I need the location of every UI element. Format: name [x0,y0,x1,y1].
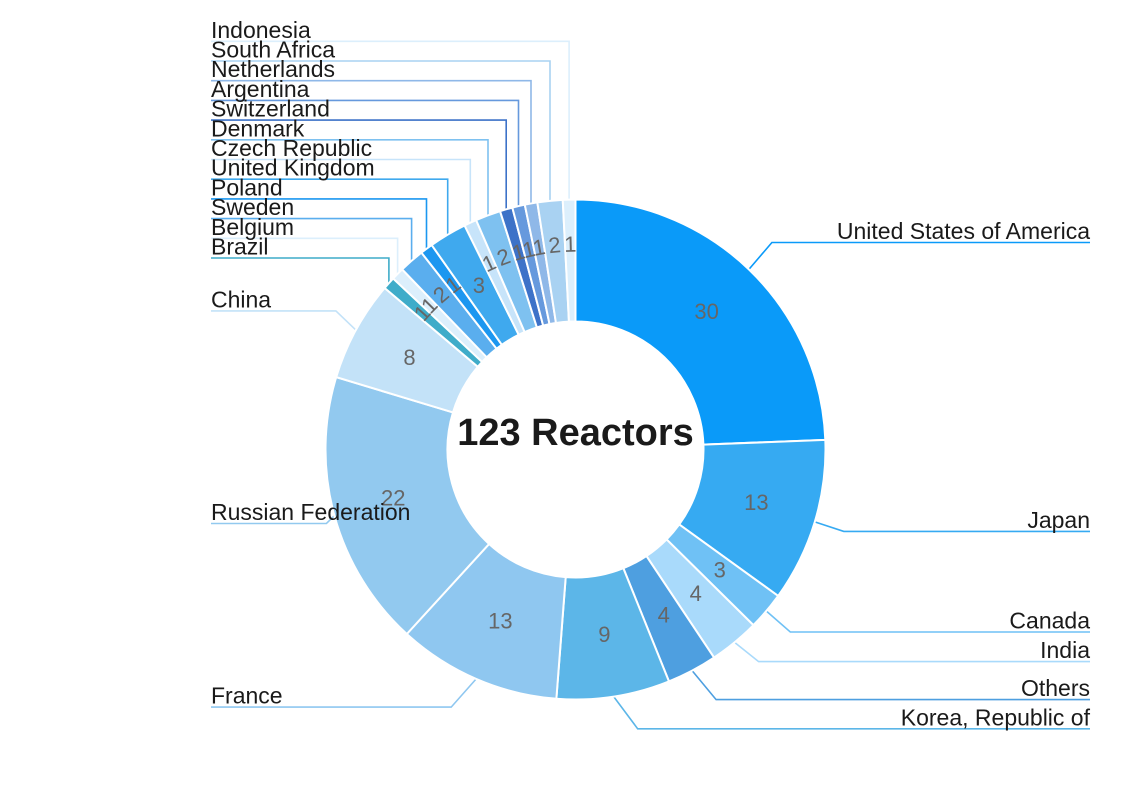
svg-text:30: 30 [694,299,718,324]
svg-text:India: India [1040,637,1090,663]
svg-text:1: 1 [564,232,577,257]
svg-text:9: 9 [598,622,610,647]
svg-text:8: 8 [403,345,415,370]
svg-text:3: 3 [473,273,485,298]
svg-text:3: 3 [714,557,726,582]
svg-text:123 Reactors: 123 Reactors [457,412,694,454]
svg-text:Canada: Canada [1009,608,1090,634]
svg-text:4: 4 [690,581,702,606]
svg-text:Others: Others [1021,675,1090,701]
svg-text:Russian Federation: Russian Federation [211,499,410,525]
svg-text:United States of America: United States of America [837,218,1090,244]
svg-text:2: 2 [547,232,562,258]
svg-text:13: 13 [744,490,768,515]
svg-text:Brazil: Brazil [211,234,269,260]
svg-text:4: 4 [658,603,670,628]
svg-text:China: China [211,286,271,312]
svg-text:13: 13 [488,609,512,634]
svg-text:Japan: Japan [1027,507,1090,533]
svg-text:France: France [211,683,283,709]
svg-text:Korea, Republic of: Korea, Republic of [901,704,1091,730]
